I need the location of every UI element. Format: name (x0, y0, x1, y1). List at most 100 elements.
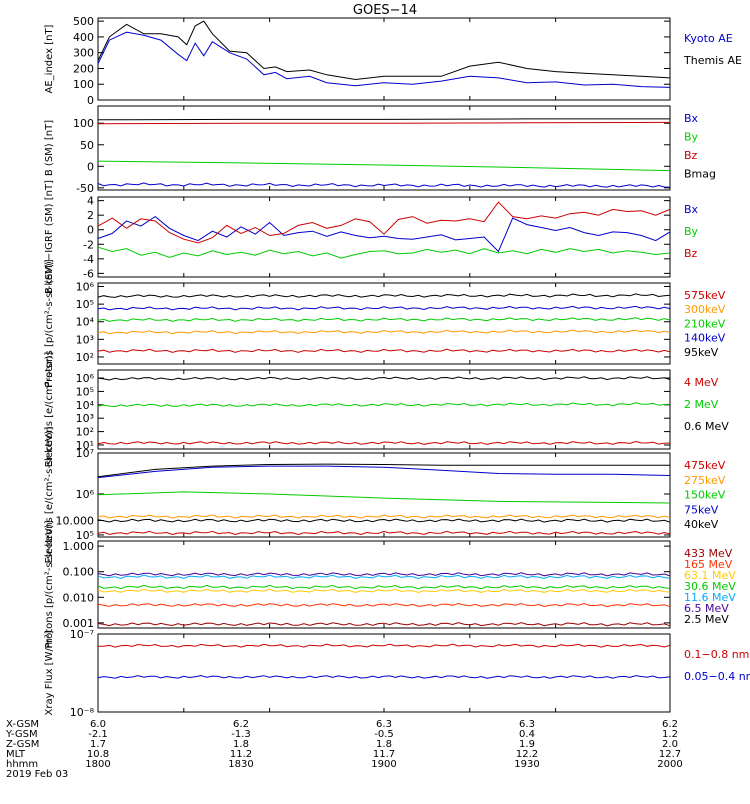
legend-item: 40keV (684, 518, 719, 531)
footer-value: 1.8 (233, 739, 249, 750)
series-line-0-6-mev (97, 376, 671, 381)
series-line-bz (97, 121, 671, 125)
y-tick-label: 10⁻⁷ (70, 628, 94, 641)
footer-value: 1930 (514, 759, 539, 770)
y-tick-label: 50 (80, 139, 94, 152)
y-tick-label: 1.000 (63, 540, 95, 553)
footer-value: 11.2 (230, 749, 252, 760)
footer-value: 6.0 (90, 719, 106, 730)
y-tick-label: 0 (87, 94, 94, 107)
series-line-0-05-0-4-nm (97, 675, 671, 679)
series-line-433-mev (97, 622, 671, 627)
y-tick-label: 10¹ (76, 439, 94, 452)
footer-row-label: hhmm (6, 759, 38, 770)
y-axis-label: Electrons [e/(cm²-s-sr-keV)] (44, 426, 55, 563)
series-line-2-mev (97, 402, 671, 408)
y-tick-label: 10⁵ (76, 298, 94, 311)
y-tick-label: -2 (83, 238, 94, 251)
footer-value: -2.1 (88, 729, 108, 740)
y-axis-label: B (SM)−IGRF (SM) [nT] (44, 180, 55, 294)
series-line-210kev (97, 317, 671, 322)
y-axis-label: B (SM) [nT] (44, 120, 55, 176)
panel-frame (97, 540, 671, 629)
series-line-bz (97, 201, 671, 244)
panel-3: -6-4 -20 24 B (SM)−IGRF (SM) [nT] Bx By Bz (44, 180, 699, 294)
y-tick-label: 4 (87, 195, 94, 208)
legend-item: 11.6 MeV (684, 591, 736, 604)
panel-frame (97, 196, 671, 278)
footer-value: 11.7 (373, 749, 395, 760)
series-line-150kev (97, 491, 671, 504)
legend-item: 165 MeV (684, 558, 733, 571)
series-line-63-1-mev (97, 588, 671, 594)
footer-value: 12.2 (516, 749, 538, 760)
chart-title: GOES−14 (353, 3, 417, 18)
legend-item: Bx (684, 203, 699, 216)
y-tick-label: 10⁻⁸ (70, 706, 95, 719)
y-tick-label: 10⁶ (76, 281, 95, 294)
footer-value: 1900 (371, 759, 396, 770)
legend-item: 2.5 MeV (684, 613, 729, 626)
footer-value: 6.2 (233, 719, 249, 730)
legend-item: 0.6 MeV (684, 420, 729, 433)
footer-date: 2019 Feb 03 (6, 769, 68, 780)
y-tick-label: 10³ (76, 333, 94, 346)
series-line-95kev (97, 293, 671, 298)
y-tick-label: -6 (83, 267, 94, 280)
panel-frame (97, 369, 671, 450)
series-line-11-6-mev (97, 574, 671, 580)
series-line-275kev (97, 514, 671, 519)
y-tick-label: 10⁴ (76, 316, 95, 329)
panel-8: 10⁻⁸ 10⁻⁷ Xray Flux [W/m²] 0.1−0.8 nm 0.05−0… (44, 628, 750, 719)
legend-item: 0.05−0.4 nm (684, 670, 750, 683)
panel-2: -50 0 50 100 B (SM) [nT] Bx By Bz Bmag (44, 105, 716, 195)
legend-item: 2 MeV (684, 398, 719, 411)
legend-item: By (684, 225, 699, 238)
series-line-75kev (97, 465, 671, 479)
y-tick-label: 10⁶ (76, 488, 95, 501)
y-axis-label: Electrons [e/(cm²-s-sr)] (44, 352, 55, 468)
panel-6: 10⁵ 10⁶ 10⁷ Electrons [e/(cm²-s-sr-keV)] 475… (44, 426, 726, 563)
y-tick-label: 0.100 (63, 566, 95, 579)
footer-value: 1.9 (519, 739, 535, 750)
legend-item: 6.5 MeV (684, 602, 729, 615)
footer-value: -0.5 (374, 729, 394, 740)
legend-item: 63.1 MeV (684, 569, 736, 582)
y-tick-label: 10⁷ (76, 447, 94, 460)
series-line-165-mev (97, 602, 671, 608)
series-line-6-5-mev (97, 572, 671, 577)
y-axis-label: Xray Flux [W/m²] (44, 630, 55, 715)
legend-item: 210keV (684, 317, 726, 330)
series-line-30-6-mev (97, 584, 671, 590)
y-tick-label: 400 (73, 31, 94, 44)
y-tick-label: 0 (87, 160, 94, 173)
y-tick-label: 10³ (76, 412, 94, 425)
series-line-475kev (97, 530, 671, 536)
series-line-0-1-0-8-nm (97, 643, 671, 648)
y-tick-label: -50 (76, 182, 94, 195)
series-line-40kev (97, 463, 670, 478)
legend-item: 0.1−0.8 nm (684, 648, 749, 661)
legend-item: 150keV (684, 489, 726, 502)
footer-value: 12.7 (659, 749, 681, 760)
footer-row-label: Z-GSM (6, 739, 39, 750)
footer-value: 2000 (657, 759, 682, 770)
y-tick-label: -4 (83, 253, 94, 266)
footer-value: 1.7 (90, 739, 106, 750)
legend-item: 575keV (684, 289, 726, 302)
y-tick-label: 0.001 (63, 617, 95, 630)
series-line-kyoto-ae (97, 31, 671, 88)
ephemeris-footer: X-GSM 6.0 6.2 6.3 6.3 6.2 Y-GSM -2.1 -1.3 -0.5 0.4… (5, 719, 683, 780)
legend-item: 4 MeV (684, 376, 719, 389)
footer-row-label: X-GSM (6, 719, 39, 730)
panel-1: 0 100 200 300 400 500 AE_index [nT] Kyoto AE The… (44, 15, 742, 107)
series-line-bmag (97, 118, 670, 121)
footer-value: 1.8 (376, 739, 392, 750)
footer-value: 6.3 (376, 719, 392, 730)
footer-row-label: Y-GSM (5, 729, 38, 740)
y-tick-label: 500 (73, 15, 94, 28)
